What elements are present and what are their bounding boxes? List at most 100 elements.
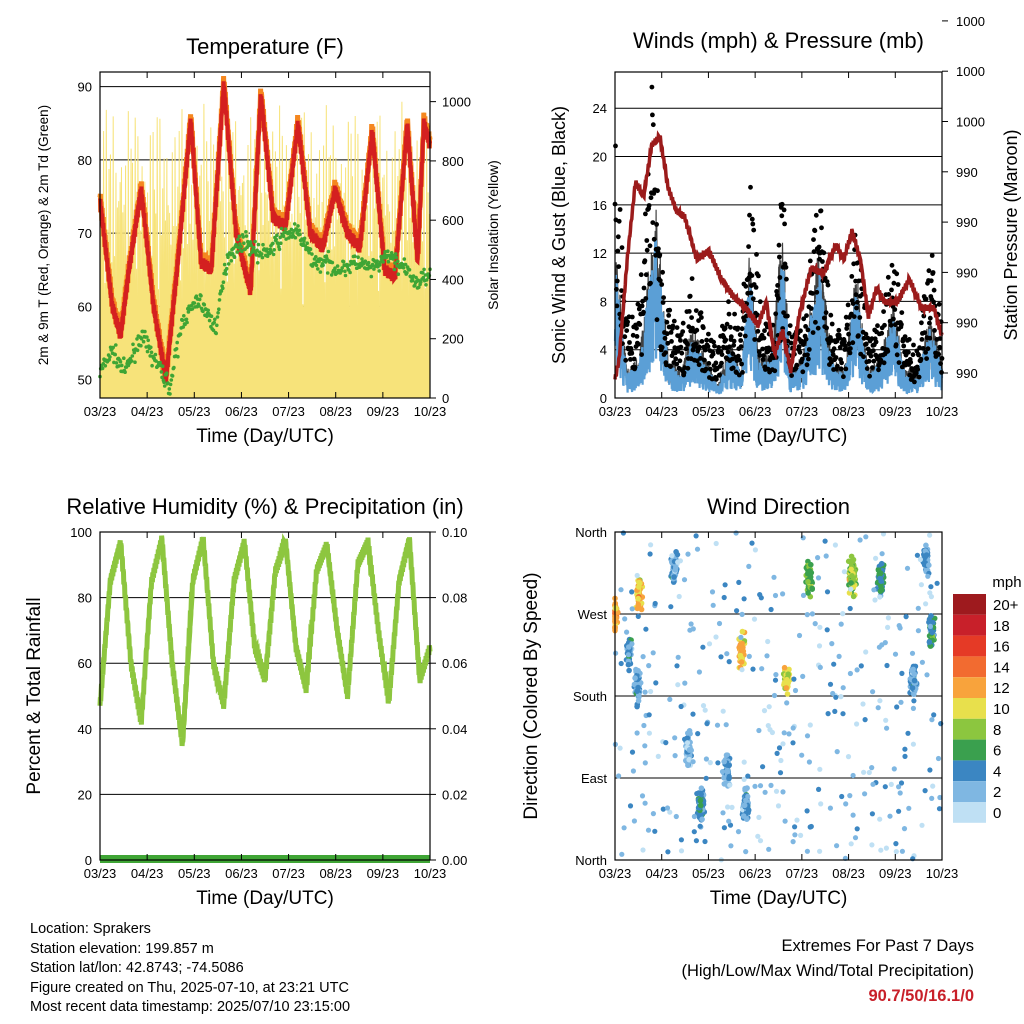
gust-point bbox=[879, 330, 885, 336]
direction-point bbox=[892, 651, 899, 657]
dewpoint-point bbox=[244, 234, 249, 238]
direction-point bbox=[745, 773, 751, 779]
dewpoint-point bbox=[209, 314, 214, 319]
gust-point bbox=[919, 320, 924, 326]
direction-point bbox=[809, 585, 815, 592]
direction-point bbox=[727, 822, 734, 828]
direction-point bbox=[728, 843, 734, 849]
gust-point bbox=[805, 352, 810, 358]
dewpoint-point bbox=[340, 266, 345, 270]
gust-point bbox=[927, 320, 932, 326]
dewpoint-point bbox=[274, 237, 279, 242]
gust-point bbox=[719, 360, 724, 366]
direction-point bbox=[675, 682, 681, 688]
direction-point bbox=[922, 788, 928, 794]
dewpoint-point bbox=[221, 280, 226, 285]
gust-point bbox=[634, 334, 640, 339]
x-axis-label: Time (Day/UTC) bbox=[710, 426, 848, 447]
gust-point bbox=[876, 367, 881, 373]
x-tick-label: 03/23 bbox=[599, 866, 632, 881]
station-info: Location: Sprakers Station elevation: 19… bbox=[30, 920, 350, 1018]
direction-point bbox=[675, 559, 681, 565]
dewpoint-point bbox=[229, 259, 234, 263]
dewpoint-point bbox=[402, 257, 407, 261]
dewpoint-point bbox=[378, 260, 383, 264]
gust-point bbox=[648, 195, 654, 201]
direction-point bbox=[729, 804, 735, 811]
direction-point bbox=[880, 531, 887, 537]
gust-point bbox=[694, 358, 700, 364]
direction-point bbox=[635, 698, 642, 704]
dewpoint-point bbox=[217, 298, 222, 302]
direction-point bbox=[741, 802, 747, 808]
y2-tick-label: 0.06 bbox=[442, 656, 467, 671]
gust-point bbox=[811, 249, 817, 255]
direction-point bbox=[893, 841, 899, 847]
dewpoint-point bbox=[114, 361, 119, 365]
direction-point bbox=[877, 816, 883, 822]
gust-point bbox=[694, 327, 700, 333]
dewpoint-point bbox=[162, 380, 166, 385]
direction-point bbox=[768, 782, 774, 789]
direction-point bbox=[931, 712, 937, 718]
gust-point bbox=[706, 361, 712, 366]
gust-point bbox=[680, 329, 686, 334]
direction-point bbox=[709, 589, 716, 595]
x-tick-label: 06/23 bbox=[225, 404, 258, 419]
dewpoint-point bbox=[150, 363, 154, 368]
direction-point bbox=[726, 773, 732, 780]
legend-label: 4 bbox=[993, 763, 1001, 780]
direction-point bbox=[668, 604, 674, 610]
dewpoint-point bbox=[154, 359, 158, 363]
legend-swatch bbox=[953, 802, 986, 823]
y2-tick-label: 0.02 bbox=[442, 787, 467, 802]
dewpoint-point bbox=[279, 226, 284, 231]
gust-point bbox=[686, 309, 692, 314]
y-tick-label: 60 bbox=[78, 299, 92, 314]
direction-point bbox=[760, 764, 766, 770]
direction-point bbox=[845, 754, 852, 760]
y-tick-label: 16 bbox=[593, 198, 607, 213]
direction-point bbox=[690, 711, 696, 717]
direction-point bbox=[792, 832, 798, 838]
gust-point bbox=[639, 303, 645, 309]
dewpoint-point bbox=[393, 252, 398, 256]
dewpoint-point bbox=[302, 236, 307, 241]
dewpoint-point bbox=[158, 360, 162, 365]
dewpoint-point bbox=[178, 332, 183, 337]
y-tick-label: 20 bbox=[78, 787, 92, 802]
dewpoint-point bbox=[308, 247, 313, 251]
gust-point bbox=[746, 244, 751, 250]
direction-point bbox=[936, 806, 943, 812]
gust-point bbox=[680, 320, 686, 326]
dewpoint-point bbox=[255, 248, 259, 253]
gust-point bbox=[648, 280, 653, 286]
direction-point bbox=[928, 584, 934, 590]
gust-point bbox=[614, 303, 620, 309]
dewpoint-point bbox=[421, 275, 426, 280]
gust-point bbox=[730, 351, 736, 357]
gust-point bbox=[931, 299, 936, 305]
gust-point bbox=[785, 313, 790, 319]
legend-label: 16 bbox=[993, 639, 1010, 656]
dewpoint-point bbox=[378, 263, 382, 267]
direction-point bbox=[882, 784, 888, 790]
gust-point bbox=[674, 325, 680, 330]
direction-point bbox=[761, 708, 768, 714]
gust-point bbox=[813, 212, 819, 218]
plot-border bbox=[614, 71, 943, 399]
direction-point bbox=[834, 749, 840, 755]
gust-point bbox=[855, 299, 860, 305]
gust-point bbox=[782, 221, 787, 227]
direction-point bbox=[650, 811, 657, 817]
dewpoint-point bbox=[356, 255, 360, 259]
direction-point bbox=[771, 574, 777, 580]
gust-point bbox=[736, 372, 742, 378]
direction-point bbox=[765, 638, 771, 645]
gust-point bbox=[854, 305, 859, 311]
direction-point bbox=[924, 672, 930, 678]
gust-point bbox=[636, 341, 641, 347]
gust-point bbox=[674, 361, 680, 367]
direction-point bbox=[919, 822, 925, 828]
